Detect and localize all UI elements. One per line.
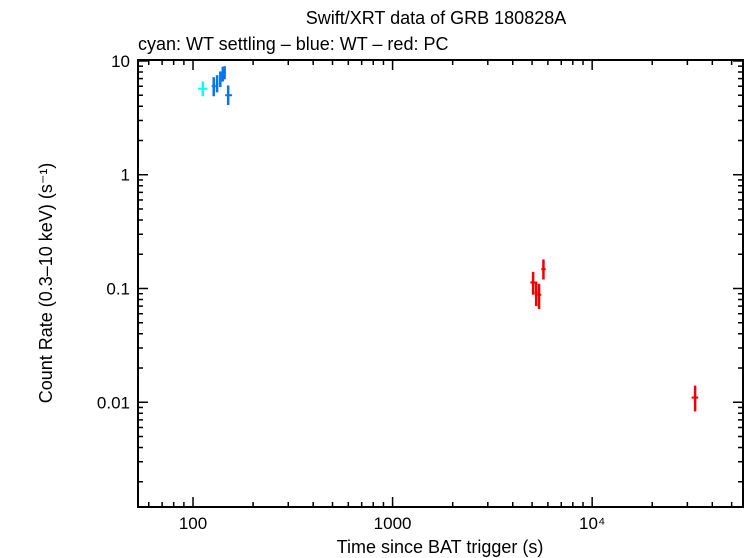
y-axis-label: Count Rate (0.3–10 keV) (s⁻¹) bbox=[36, 163, 56, 404]
x-tick-label: 100 bbox=[179, 514, 207, 533]
plot-frame bbox=[137, 59, 744, 508]
data-point-pc bbox=[534, 281, 538, 307]
data-point-wt bbox=[219, 71, 222, 88]
data-point-wt bbox=[225, 85, 233, 106]
data-point-wt-settling bbox=[198, 81, 208, 97]
y-tick-label: 0.01 bbox=[97, 393, 130, 412]
y-tick-label: 0.1 bbox=[106, 279, 130, 298]
x-axis-label: Time since BAT trigger (s) bbox=[337, 537, 544, 557]
data-point-pc bbox=[530, 271, 536, 295]
data-point-wt bbox=[223, 66, 226, 80]
data-point-pc bbox=[691, 385, 699, 412]
data-point-pc bbox=[541, 259, 546, 280]
chart-subtitle: cyan: WT settling – blue: WT – red: PC bbox=[138, 34, 448, 54]
x-tick-label: 1000 bbox=[374, 514, 412, 533]
data-point-wt bbox=[215, 75, 219, 93]
data-point-wt bbox=[211, 77, 216, 97]
y-tick-label: 10 bbox=[111, 52, 130, 71]
chart-title: Swift/XRT data of GRB 180828A bbox=[306, 8, 566, 28]
x-tick-label: 10⁴ bbox=[579, 514, 605, 533]
y-tick-label: 1 bbox=[121, 166, 130, 185]
data-point-pc bbox=[537, 283, 542, 310]
